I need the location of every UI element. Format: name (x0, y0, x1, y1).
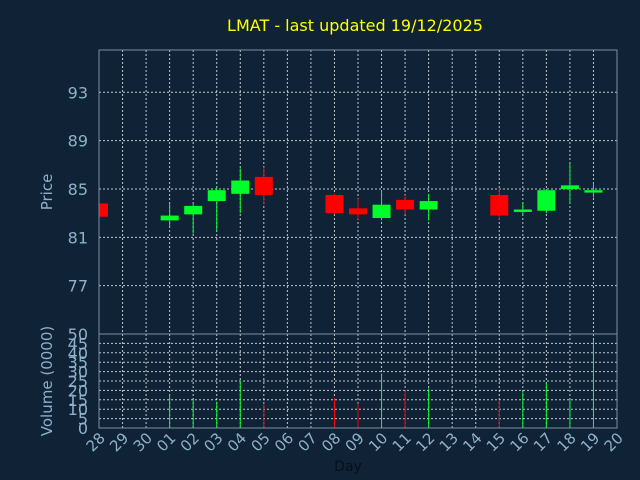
volume-y-tick-label: 30 (68, 363, 88, 382)
volume-y-tick-label: 40 (68, 344, 88, 363)
candle-body (372, 204, 391, 218)
price-y-tick-label: 85 (68, 180, 88, 199)
x-tick-label: 10 (365, 429, 391, 455)
volume-y-tick-label: 20 (68, 381, 88, 400)
price-y-tick-label: 81 (68, 228, 88, 247)
candle-body (207, 190, 226, 202)
candle-body (396, 199, 415, 210)
volume-bars (169, 339, 594, 428)
chart-title: LMAT - last updated 19/12/2025 (227, 16, 483, 35)
candle-body (419, 201, 438, 210)
candle-body (99, 203, 108, 217)
candle-body (184, 205, 203, 215)
x-axis-label: Day (334, 459, 362, 475)
price-candles (98, 163, 603, 234)
volume-y-tick-label: 25 (68, 372, 88, 391)
x-tick-label: 16 (506, 429, 532, 455)
x-tick-label: 05 (247, 429, 273, 455)
price-y-axis-label: Price (38, 174, 56, 211)
candle-body (160, 215, 179, 221)
x-tick-label: 06 (271, 429, 297, 455)
x-tick-label: 20 (601, 429, 627, 455)
volume-y-axis-label: Volume (0000) (38, 326, 56, 436)
candle-body (560, 185, 579, 189)
price-y-ticks: 77 81 85 89 93 (68, 83, 88, 295)
candle-body (254, 176, 273, 196)
candle-body (584, 190, 603, 193)
x-tick-label: 14 (459, 429, 485, 455)
x-tick-label: 19 (577, 429, 603, 455)
candle-body (325, 195, 344, 214)
x-tick-label: 30 (130, 429, 156, 455)
x-tick-label: 12 (412, 429, 438, 455)
volume-y-tick-label: 15 (68, 391, 88, 410)
x-tick-label: 02 (177, 429, 203, 455)
volume-y-tick-label: 45 (68, 334, 88, 353)
candle-body (490, 195, 509, 216)
x-tick-label: 01 (153, 429, 179, 455)
x-tick-labels: 2829300102030405060708091011121314151617… (83, 429, 627, 455)
x-tick-label: 08 (318, 429, 344, 455)
candle-body (349, 208, 367, 215)
x-tick-label: 07 (295, 429, 321, 455)
candle-body (231, 180, 250, 194)
x-tick-label: 09 (342, 429, 368, 455)
price-y-tick-label: 89 (68, 132, 88, 151)
x-tick-label: 11 (389, 429, 415, 455)
candle-body (513, 209, 532, 212)
volume-y-tick-label: 5 (78, 410, 88, 429)
volume-y-tick-label: 10 (68, 400, 88, 419)
price-y-tick-label: 77 (68, 277, 88, 296)
volume-y-tick-label: 35 (68, 353, 88, 372)
x-tick-label: 18 (554, 429, 580, 455)
volume-y-tick-label: 50 (68, 325, 88, 344)
x-tick-label: 13 (436, 429, 462, 455)
x-tick-label: 17 (530, 429, 556, 455)
x-tick-label: 04 (224, 429, 250, 455)
x-tick-label: 15 (483, 429, 509, 455)
volume-plot-frame (98, 333, 618, 429)
price-y-tick-label: 93 (68, 83, 88, 102)
volume-y-tick-label: 0 (78, 419, 88, 438)
x-tick-label: 03 (200, 429, 226, 455)
x-tick-label: 29 (106, 429, 132, 455)
candle-body (537, 190, 556, 211)
